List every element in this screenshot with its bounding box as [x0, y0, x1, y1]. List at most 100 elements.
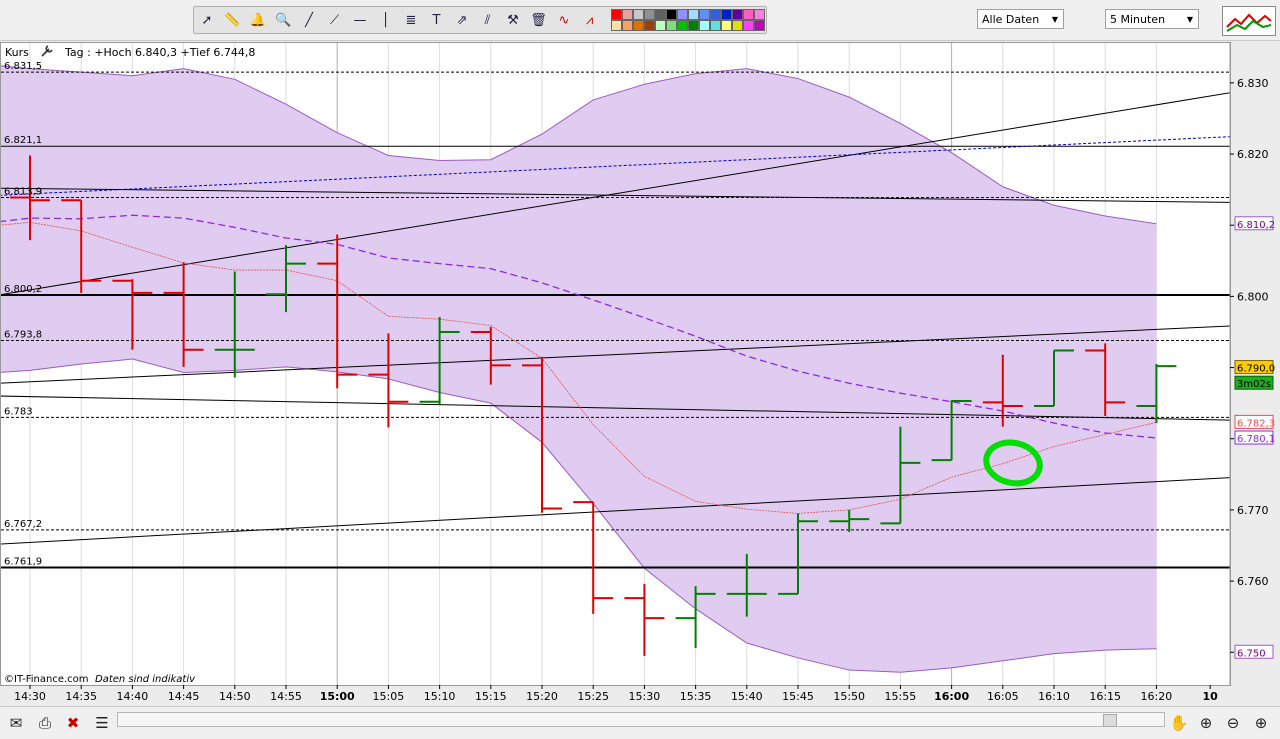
x-tick-label: 14:40 [117, 690, 149, 703]
y-tick-label: 6.760 [1237, 575, 1269, 588]
time-scrollbar[interactable] [117, 712, 1165, 727]
color-swatch[interactable] [677, 9, 688, 20]
trend-line [1, 136, 1230, 196]
data-range-select[interactable]: Alle Daten ▼ [977, 9, 1064, 29]
color-swatch[interactable] [721, 20, 732, 31]
drawing-tools-group: ➚ 📏 🔔 🔍 ╱ ⟋ — │ ≣ T ⇗ ⫽ ⚒ 🗑 ∿ ⩘ [193, 6, 767, 34]
color-swatch[interactable] [633, 9, 644, 20]
print-icon[interactable]: ⎙ [38, 714, 51, 732]
x-tick-label: 14:35 [65, 690, 97, 703]
color-swatch[interactable] [611, 20, 622, 31]
ray-icon[interactable]: ⟋ [329, 12, 340, 28]
data-range-value: Alle Daten [982, 13, 1040, 26]
color-swatch[interactable] [699, 20, 710, 31]
x-tick-label: 15:30 [629, 690, 661, 703]
parallel-lines-icon[interactable]: ⫽ [484, 12, 491, 28]
trend-line [1, 187, 1230, 203]
color-swatch[interactable] [688, 20, 699, 31]
disclaimer-text: Daten sind indikativ [95, 674, 196, 685]
color-swatch[interactable] [710, 9, 721, 20]
ohlc-bar [61, 199, 102, 293]
x-tick-label: 15:25 [577, 690, 609, 703]
price-marker-box [1234, 216, 1274, 231]
x-tick-label: 16:05 [987, 690, 1019, 703]
indicator-icon[interactable]: ∿ [558, 12, 570, 28]
color-swatch[interactable] [721, 9, 732, 20]
y-tick-label: 6.820 [1237, 148, 1269, 161]
x-tick-label: 15:45 [782, 690, 814, 703]
ruler-icon[interactable]: 📏 [224, 12, 241, 28]
level-label: 6.793,8 [4, 330, 42, 341]
x-tick-label: 15:15 [475, 690, 507, 703]
zoom-out-icon[interactable]: ⊖ [1226, 714, 1240, 732]
vertical-line-icon[interactable]: │ [381, 12, 390, 28]
price-marker-label: 6.810,2 [1237, 220, 1275, 231]
channel-icon[interactable]: ⇗ [456, 12, 468, 28]
no-indicator-icon[interactable]: ✖ [66, 714, 80, 732]
x-tick-label: 14:45 [168, 690, 200, 703]
zoom-select-icon[interactable]: ⊕ [1199, 714, 1213, 732]
color-swatch[interactable] [655, 20, 666, 31]
chevron-down-icon: ▼ [1186, 15, 1193, 24]
color-swatch[interactable] [666, 20, 677, 31]
wrench-icon[interactable] [40, 44, 56, 61]
color-swatch[interactable] [666, 9, 677, 20]
price-marker-label: 6.750 [1237, 648, 1266, 659]
chart-svg: 6.831,5 6.821,1 6.813,9 6.800,2 6.793,8 6.783… [1, 43, 1275, 703]
text-icon[interactable]: T [432, 12, 441, 28]
trash-icon[interactable]: 🗑 [530, 12, 547, 28]
color-swatch[interactable] [611, 9, 622, 20]
color-swatch[interactable] [644, 9, 655, 20]
price-marker: 6.810,2 [1234, 216, 1275, 231]
color-swatch[interactable] [655, 9, 666, 20]
color-swatch[interactable] [754, 9, 765, 20]
mail-icon[interactable]: ✉ [9, 714, 23, 732]
color-swatch[interactable] [754, 20, 765, 31]
color-swatch[interactable] [699, 9, 710, 20]
pan-icon[interactable]: ✋ [1169, 714, 1189, 732]
x-tick-label: 16:20 [1141, 690, 1173, 703]
ohlc-bar [573, 501, 614, 614]
color-swatch[interactable] [677, 20, 688, 31]
ohlc-bar [163, 262, 204, 367]
y-tick-label: 6.800 [1237, 290, 1269, 303]
ohlc-bar [1034, 349, 1074, 407]
ohlc-bar [1136, 364, 1177, 424]
ohlc-bar [214, 271, 255, 378]
zoom-icon[interactable]: 🔍 [275, 12, 292, 28]
ohlc-bar [1085, 343, 1126, 416]
price-marker: 6.782,3 [1234, 414, 1275, 429]
chart-logo-icon[interactable] [1222, 6, 1276, 36]
level-label: 6.821,1 [4, 135, 42, 146]
line-icon[interactable]: ╱ [305, 12, 313, 28]
tools-icon[interactable]: ⚒ [507, 12, 519, 28]
price-marker-label: 3m02s [1237, 379, 1271, 390]
color-swatch[interactable] [710, 20, 721, 31]
cursor-icon[interactable]: ➚ [201, 12, 213, 28]
x-tick-label: 16:15 [1089, 690, 1121, 703]
ohlc-bar [470, 326, 511, 385]
interval-select[interactable]: 5 Minuten ▼ [1105, 9, 1199, 29]
color-swatch[interactable] [743, 9, 754, 20]
bell-icon[interactable]: 🔔 [249, 12, 267, 28]
list-icon[interactable]: ☰ [95, 714, 109, 732]
price-marker: 6.750 [1234, 644, 1274, 659]
moving-average-thin [1, 221, 1157, 514]
price-marker: 6.780,1 [1234, 430, 1275, 445]
x-tick-label: 15:10 [424, 690, 456, 703]
color-swatch[interactable] [622, 20, 633, 31]
template-icon[interactable]: ⩘ [585, 12, 594, 28]
color-swatch[interactable] [732, 20, 743, 31]
color-swatch[interactable] [743, 20, 754, 31]
color-swatch[interactable] [622, 9, 633, 20]
color-swatch[interactable] [732, 9, 743, 20]
color-swatch[interactable] [644, 20, 655, 31]
x-tick-label: 15:05 [373, 690, 405, 703]
color-swatch[interactable] [633, 20, 644, 31]
zoom-in-icon[interactable]: ⊕ [1254, 714, 1268, 732]
scrollbar-thumb[interactable] [1103, 714, 1117, 727]
fibonacci-icon[interactable]: ≣ [405, 12, 417, 28]
ohlc-bar [419, 317, 460, 405]
color-swatch[interactable] [688, 9, 699, 20]
horizontal-line-icon[interactable]: — [353, 12, 367, 28]
